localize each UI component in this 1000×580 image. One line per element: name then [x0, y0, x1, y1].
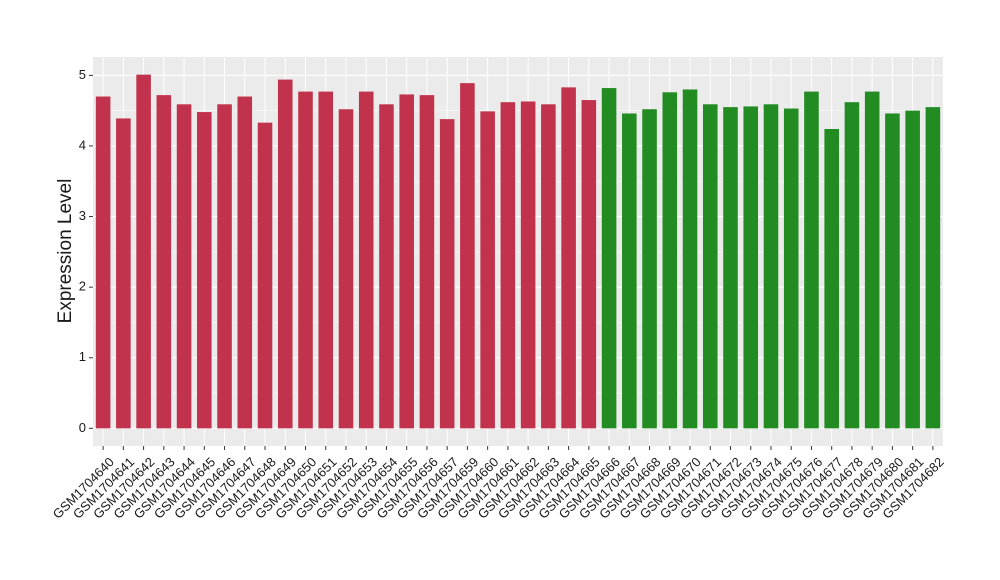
bar — [581, 100, 597, 429]
bar — [682, 89, 698, 429]
bar — [804, 91, 819, 429]
bar — [743, 106, 759, 429]
bar — [298, 91, 313, 429]
bar — [176, 104, 192, 429]
y-tick-label: 5 — [79, 67, 86, 82]
bar — [925, 107, 941, 429]
bar — [723, 107, 738, 429]
bar — [622, 113, 637, 429]
bar — [460, 83, 475, 429]
panel — [93, 57, 943, 446]
bar — [885, 113, 900, 429]
bar — [642, 109, 657, 429]
bar — [763, 104, 779, 429]
bar — [197, 112, 212, 429]
bar — [702, 104, 718, 429]
bar — [217, 104, 232, 429]
bar — [116, 118, 131, 429]
bar — [520, 101, 536, 429]
bar — [541, 104, 556, 429]
bar — [358, 91, 374, 429]
bar — [379, 104, 394, 429]
bar — [277, 79, 293, 429]
y-tick-label: 1 — [79, 349, 86, 364]
bar — [500, 102, 516, 429]
bar — [824, 129, 839, 429]
bar — [601, 88, 617, 429]
bar — [136, 74, 151, 429]
bar — [844, 102, 860, 429]
bar — [864, 91, 880, 429]
bar — [338, 109, 354, 429]
y-tick-label: 3 — [79, 208, 86, 223]
bar — [905, 110, 920, 429]
bar — [95, 96, 111, 429]
bar — [561, 87, 576, 429]
bar — [783, 108, 799, 429]
bar — [318, 91, 334, 429]
bar — [399, 94, 414, 429]
bar — [662, 92, 678, 429]
y-tick-label: 4 — [79, 137, 86, 152]
bar — [237, 96, 253, 429]
y-axis-label: Expression Level — [55, 179, 76, 324]
y-tick-label: 2 — [79, 279, 86, 294]
bar — [257, 122, 273, 429]
y-tick-label: 0 — [79, 420, 86, 435]
bar — [419, 95, 435, 429]
bar — [480, 111, 495, 429]
bar — [156, 95, 172, 429]
bar — [439, 119, 455, 429]
